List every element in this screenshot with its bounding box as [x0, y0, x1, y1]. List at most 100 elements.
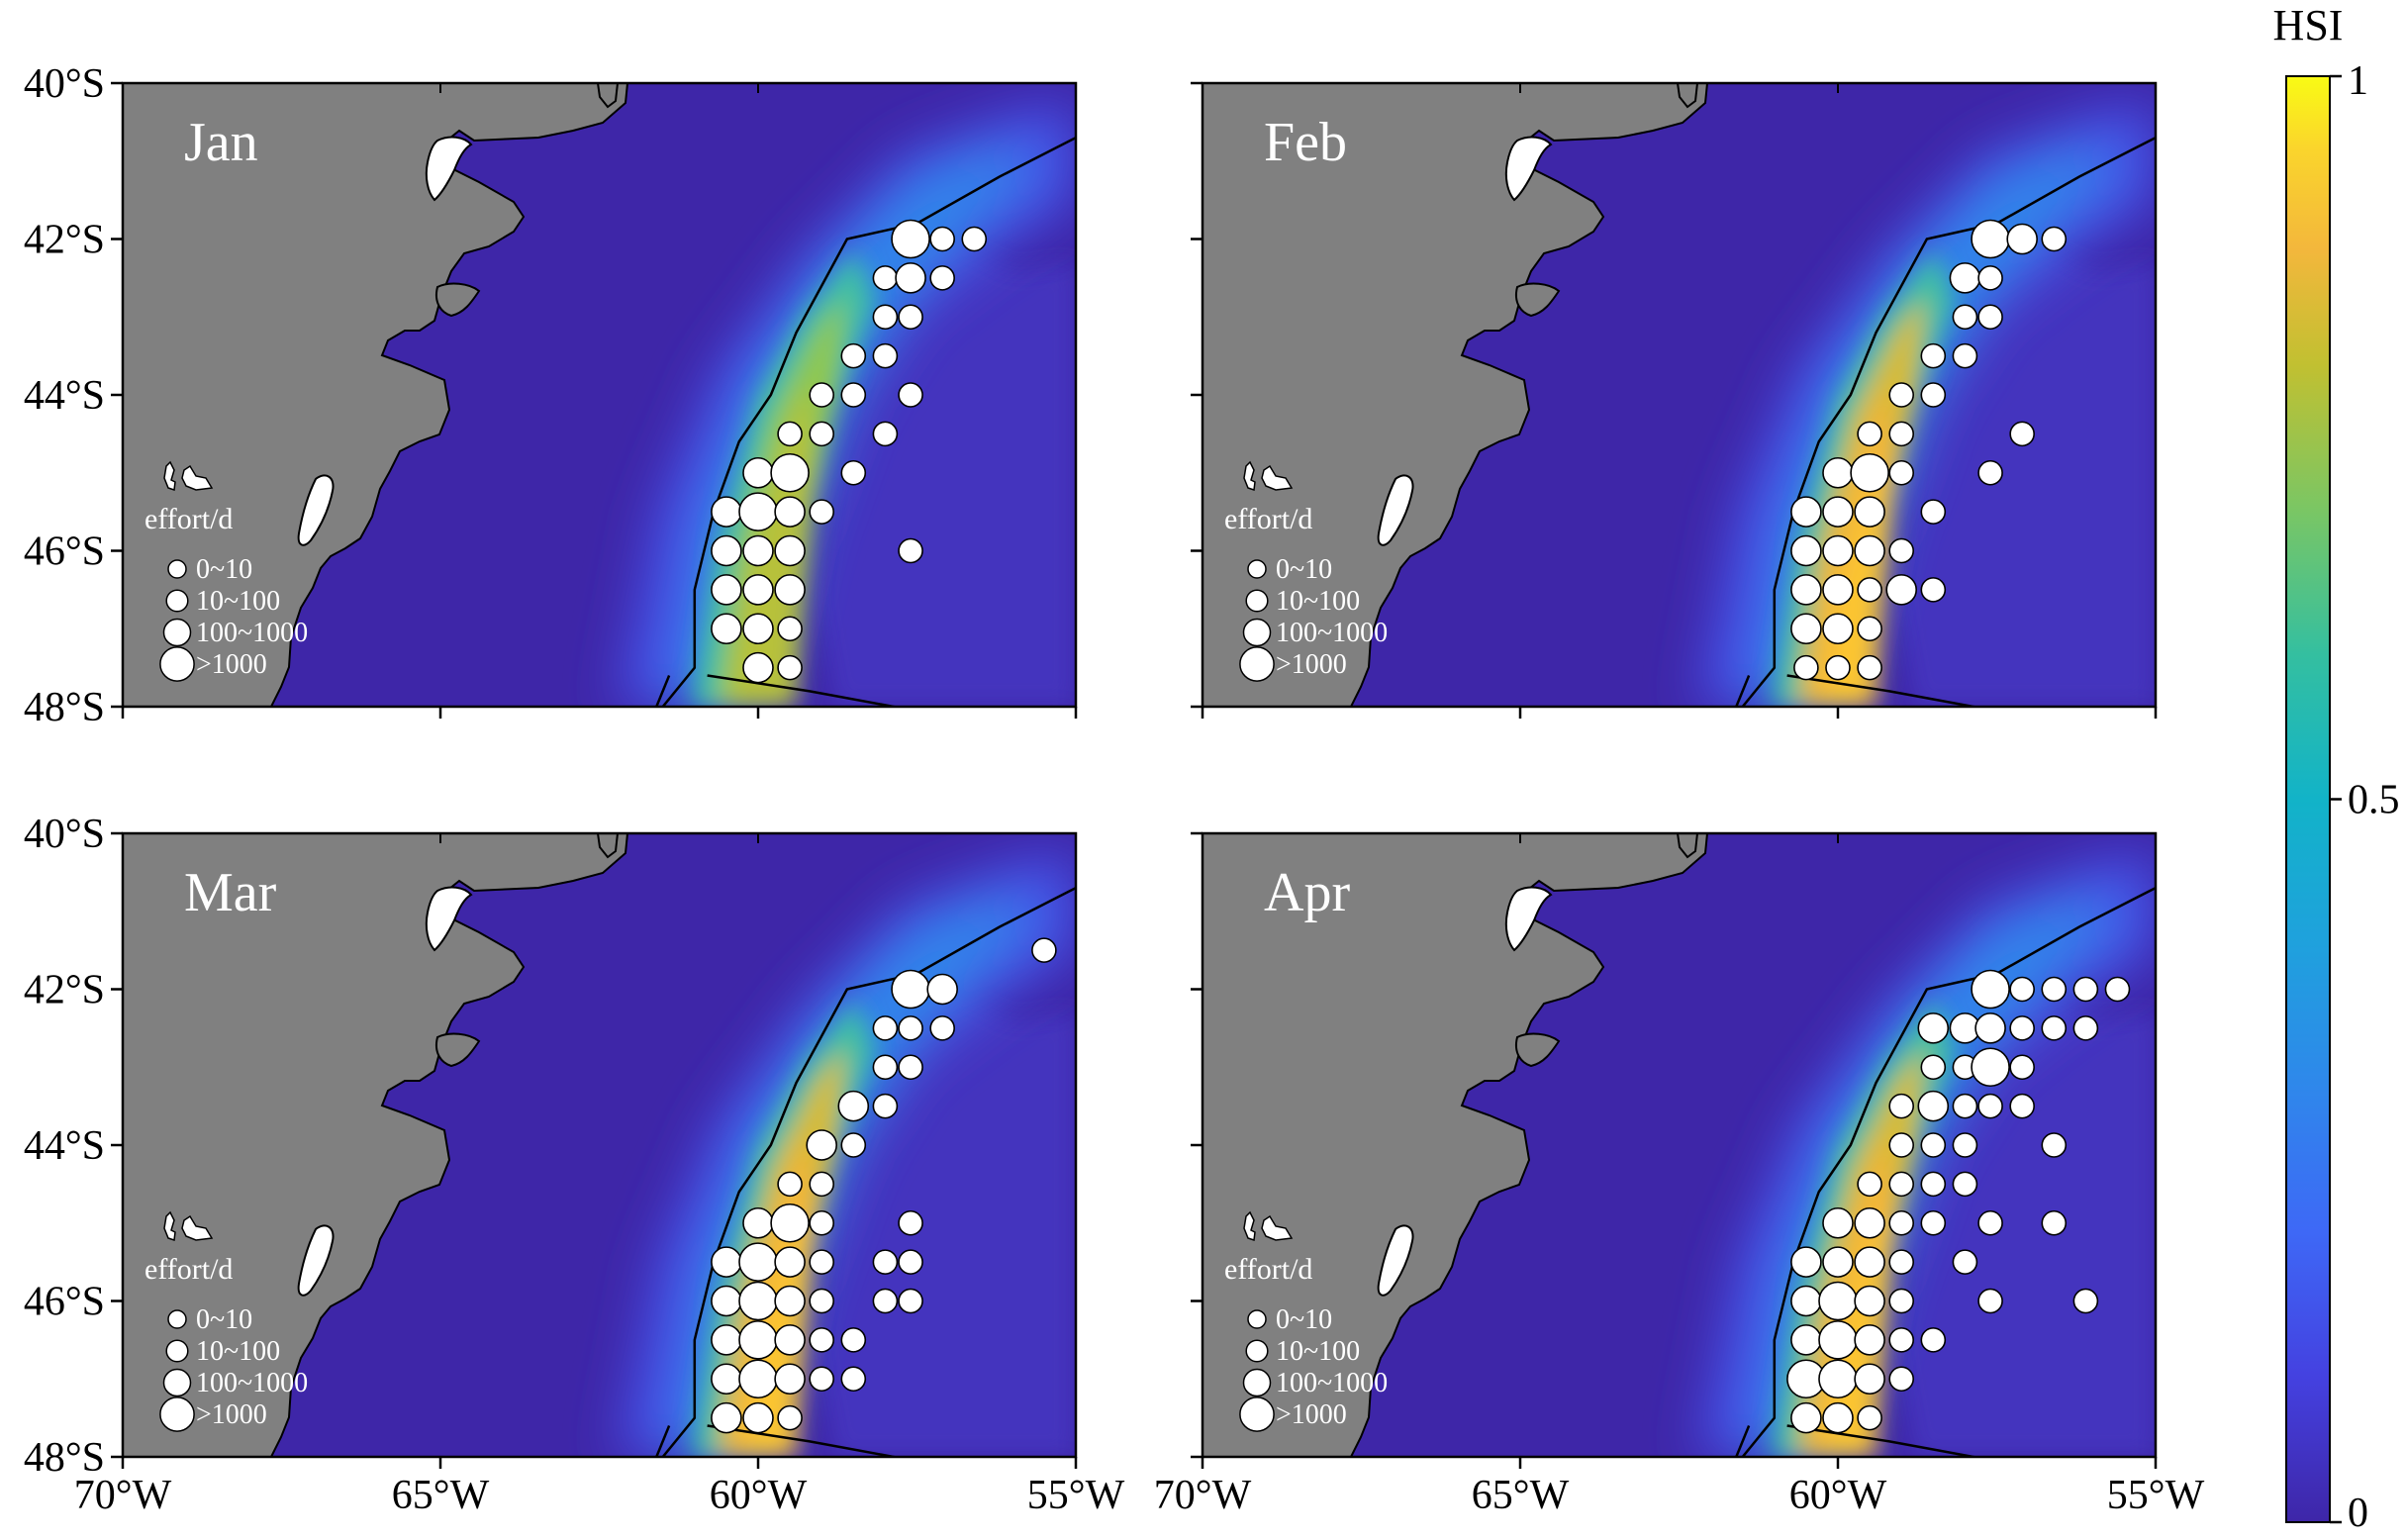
- effort-point: [1971, 1047, 2010, 1088]
- effort-point: [1920, 1132, 1947, 1158]
- effort-point: [809, 1288, 835, 1314]
- effort-point: [1818, 1281, 1858, 1321]
- effort-point: [1885, 574, 1918, 606]
- effort-point: [1854, 496, 1885, 528]
- effort-point: [1888, 1366, 1915, 1393]
- lat-tick-label: 46°S: [24, 1280, 105, 1325]
- effort-point: [777, 654, 803, 681]
- effort-point: [840, 342, 867, 369]
- effort-point: [2072, 976, 2099, 1003]
- effort-point: [2041, 1015, 2068, 1041]
- effort-point: [1857, 1404, 1882, 1431]
- squid-icon: [163, 460, 214, 492]
- effort-point: [1888, 459, 1915, 486]
- effort-point: [1888, 1093, 1915, 1119]
- effort-point: [1857, 421, 1882, 447]
- legend-swatch: [165, 589, 189, 613]
- effort-point: [809, 382, 835, 408]
- effort-point: [711, 534, 742, 567]
- effort-point: [872, 342, 899, 369]
- effort-point: [1790, 613, 1822, 645]
- legend-label: 10~100: [196, 586, 280, 617]
- effort-point: [1854, 1363, 1885, 1396]
- effort-point: [809, 1171, 835, 1198]
- effort-point: [929, 226, 955, 252]
- effort-point: [711, 1401, 742, 1434]
- effort-point: [711, 1363, 742, 1396]
- effort-point: [891, 969, 930, 1010]
- effort-point: [1977, 459, 2003, 486]
- effort-point: [1888, 421, 1915, 447]
- effort-point: [1854, 1206, 1885, 1239]
- effort-point: [840, 382, 867, 408]
- legend-swatch: [1242, 618, 1272, 647]
- effort-point: [1949, 262, 1981, 294]
- effort-point: [809, 421, 835, 447]
- legend-swatch: [159, 646, 195, 682]
- effort-point: [742, 1401, 774, 1434]
- effort-point: [777, 421, 803, 447]
- effort-point: [1854, 534, 1885, 567]
- legend-swatch: [1239, 1396, 1275, 1432]
- effort-point: [1822, 534, 1854, 567]
- effort-point: [872, 1015, 899, 1041]
- effort-point: [1917, 1090, 1950, 1122]
- effort-point: [1977, 1288, 2003, 1314]
- legend-label: 10~100: [1276, 1336, 1360, 1367]
- effort-point: [1825, 654, 1851, 681]
- effort-point: [898, 304, 923, 331]
- effort-point: [711, 496, 742, 528]
- effort-points: [1786, 969, 2131, 1434]
- effort-point: [1822, 456, 1854, 489]
- effort-point: [1888, 1209, 1915, 1236]
- effort-point: [1917, 1012, 1950, 1044]
- effort-point: [898, 1015, 923, 1041]
- effort-point: [2104, 976, 2131, 1003]
- lon-tick-label: 60°W: [710, 1473, 808, 1518]
- effort-point: [2009, 976, 2035, 1003]
- effort-point: [898, 382, 923, 408]
- legend-title: effort/d: [1224, 1253, 1312, 1286]
- effort-point: [809, 1209, 835, 1236]
- lat-tick-label: 44°S: [24, 373, 105, 419]
- effort-point: [1822, 1206, 1854, 1239]
- effort-point: [2006, 223, 2038, 255]
- effort-point: [742, 1206, 774, 1239]
- effort-points: [711, 937, 1057, 1434]
- effort-point: [777, 1171, 803, 1198]
- lon-tick-label: 60°W: [1789, 1473, 1887, 1518]
- effort-point: [809, 499, 835, 525]
- effort-point: [1952, 304, 1978, 331]
- colorbar-gradient: [2285, 75, 2331, 1523]
- effort-point: [2041, 976, 2068, 1003]
- squid-icon: [163, 1210, 214, 1242]
- effort-point: [1920, 342, 1947, 369]
- effort-point: [738, 1242, 778, 1282]
- effort-point: [1888, 1132, 1915, 1158]
- legend-swatch: [167, 559, 187, 579]
- effort-point: [1920, 577, 1947, 603]
- effort-point: [898, 1209, 923, 1236]
- legend-label: 0~10: [196, 1304, 252, 1335]
- legend-swatch: [1245, 1339, 1269, 1363]
- legend-swatch: [162, 618, 192, 647]
- effort-point: [1857, 616, 1882, 642]
- legend-label: 100~1000: [196, 1368, 308, 1398]
- effort-point: [891, 219, 930, 259]
- effort-point: [711, 613, 742, 645]
- effort-point: [2041, 1209, 2068, 1236]
- effort-point: [1790, 1401, 1822, 1434]
- legend-swatch: [1239, 646, 1275, 682]
- effort-point: [1920, 1209, 1947, 1236]
- effort-point: [777, 1404, 803, 1431]
- lat-tick-label: 42°S: [24, 968, 105, 1013]
- lon-tick-label: 70°W: [74, 1473, 172, 1518]
- effort-point: [1857, 654, 1882, 681]
- legend-title: effort/d: [144, 503, 233, 535]
- colorbar-tick-label: 0: [2348, 1491, 2368, 1536]
- effort-point: [742, 574, 774, 606]
- effort-point: [1952, 1093, 1978, 1119]
